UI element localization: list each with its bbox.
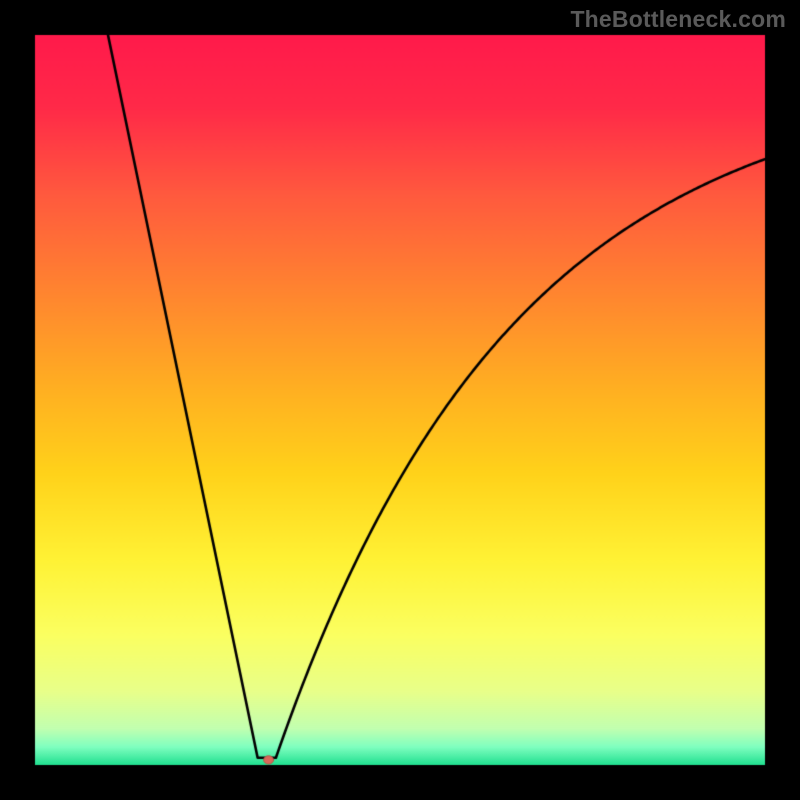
chart-canvas bbox=[0, 0, 800, 800]
chart-stage: TheBottleneck.com bbox=[0, 0, 800, 800]
watermark-text: TheBottleneck.com bbox=[570, 6, 786, 33]
